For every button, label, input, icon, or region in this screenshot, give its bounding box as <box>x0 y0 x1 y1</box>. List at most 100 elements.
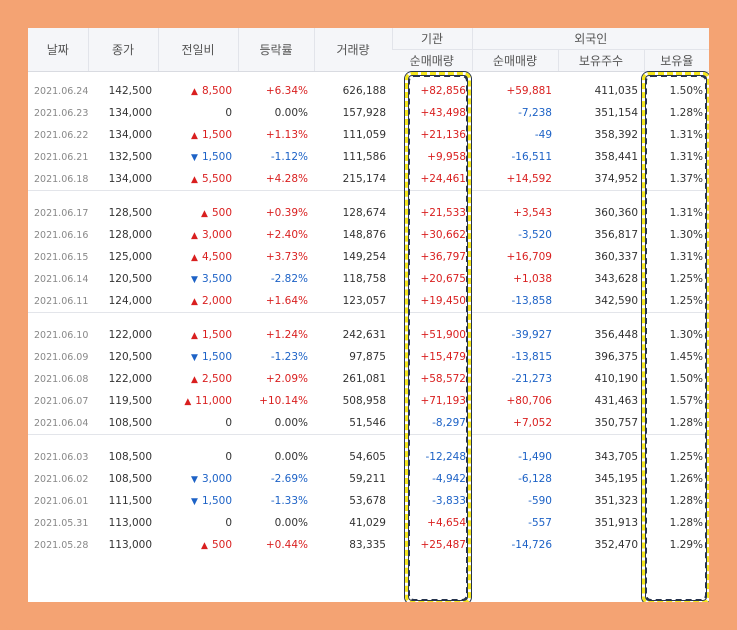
institution-net-cell: +36,797 <box>420 251 466 263</box>
change-value: 1,500 <box>201 351 232 363</box>
foreign-ratio-cell: 1.31% <box>669 251 704 263</box>
rate-cell: 0.00% <box>274 417 308 429</box>
foreign-ratio-cell: 1.26% <box>669 473 704 485</box>
volume-cell: 148,876 <box>342 229 386 241</box>
change-value: 3,000 <box>201 473 232 485</box>
close-cell: 119,500 <box>108 395 152 407</box>
change-cell: ▼ 3,500 <box>158 268 238 290</box>
volume-cell: 242,631 <box>342 329 386 341</box>
highlight-institution-net <box>405 72 471 602</box>
foreign-shares-cell: 356,448 <box>594 329 638 341</box>
foreign-shares-cell: 356,817 <box>594 229 638 241</box>
group-separator <box>28 434 709 446</box>
close-cell: 120,500 <box>108 351 152 363</box>
foreign-ratio-cell: 1.37% <box>669 173 704 185</box>
volume-cell: 54,605 <box>349 451 386 463</box>
volume-cell: 97,875 <box>349 351 386 363</box>
change-value: 1,500 <box>201 129 232 141</box>
close-cell: 122,000 <box>108 373 152 385</box>
close-cell: 113,000 <box>108 539 152 551</box>
foreign-ratio-cell: 1.28% <box>669 495 704 507</box>
triangle-up-icon: ▲ <box>191 297 198 307</box>
highlight-foreign-ratio <box>642 72 709 602</box>
foreign-net-cell: -7,238 <box>518 107 552 119</box>
rate-cell: -2.69% <box>270 473 308 485</box>
date-cell: 2021.06.17 <box>34 207 89 219</box>
close-cell: 108,500 <box>108 451 152 463</box>
volume-cell: 157,928 <box>342 107 386 119</box>
institution-net-cell: +30,662 <box>420 229 466 241</box>
volume-cell: 53,678 <box>349 495 386 507</box>
rate-cell: -1.33% <box>270 495 308 507</box>
foreign-ratio-cell: 1.31% <box>669 207 704 219</box>
foreign-ratio-cell: 1.25% <box>669 273 704 285</box>
triangle-up-icon: ▲ <box>184 397 192 407</box>
foreign-net-cell: -557 <box>528 517 552 529</box>
change-value: 1,500 <box>201 151 232 163</box>
rate-cell: -2.82% <box>270 273 308 285</box>
rate-cell: 0.00% <box>274 107 308 119</box>
change-value: 0 <box>225 107 232 119</box>
foreign-shares-cell: 396,375 <box>594 351 638 363</box>
change-value: 2,500 <box>201 373 232 385</box>
triangle-down-icon: ▼ <box>191 275 198 285</box>
change-cell: 0 <box>158 512 238 534</box>
change-value: 11,000 <box>195 395 232 407</box>
rate-cell: 0.00% <box>274 451 308 463</box>
foreign-ratio-cell: 1.28% <box>669 517 704 529</box>
change-cell: 0 <box>158 446 238 468</box>
change-value: 500 <box>211 207 232 219</box>
header-institution-net: 순매매량 <box>392 49 472 72</box>
separator-cell <box>28 312 709 324</box>
change-cell: ▲ 8,500 <box>158 80 238 102</box>
foreign-shares-cell: 351,323 <box>594 495 638 507</box>
foreign-ratio-cell: 1.25% <box>669 451 704 463</box>
foreign-shares-cell: 350,757 <box>594 417 638 429</box>
foreign-net-cell: -13,858 <box>511 295 552 307</box>
change-cell: ▼ 1,500 <box>158 490 238 512</box>
volume-cell: 626,188 <box>342 85 386 97</box>
separator-cell <box>28 190 709 202</box>
table-row: 2021.06.02 108,500 ▼ 3,000 -2.69% 59,211 -4,94… <box>28 468 709 490</box>
change-cell: ▲ 500 <box>158 534 238 556</box>
institution-net-cell: +82,856 <box>420 85 466 97</box>
institution-net-cell: +43,498 <box>420 107 466 119</box>
close-cell: 111,500 <box>108 495 152 507</box>
table-row: 2021.06.09 120,500 ▼ 1,500 -1.23% 97,875 +15,4… <box>28 346 709 368</box>
volume-cell: 123,057 <box>342 295 386 307</box>
volume-cell: 508,958 <box>342 395 386 407</box>
date-cell: 2021.06.22 <box>34 129 89 141</box>
institution-net-cell: +19,450 <box>420 295 466 307</box>
change-cell: ▲ 11,000 <box>158 390 238 412</box>
date-cell: 2021.06.07 <box>34 395 89 407</box>
investor-trading-table-panel: 날짜 종가 전일비 등락률 거래량 기관 외국인 순매매량 순매매량 보유주수 … <box>28 28 709 602</box>
date-cell: 2021.06.09 <box>34 351 89 363</box>
foreign-net-cell: -590 <box>528 495 552 507</box>
foreign-ratio-cell: 1.29% <box>669 539 704 551</box>
triangle-down-icon: ▼ <box>191 153 198 163</box>
institution-net-cell: +58,572 <box>420 373 466 385</box>
header-foreign-shares: 보유주수 <box>557 49 644 72</box>
institution-net-cell: -3,833 <box>432 495 466 507</box>
date-cell: 2021.06.10 <box>34 329 89 341</box>
foreign-ratio-cell: 1.50% <box>669 85 704 97</box>
header-rate: 등락률 <box>237 28 314 72</box>
table-row: 2021.06.15 125,000 ▲ 4,500 +3.73% 149,254 +36,… <box>28 246 709 268</box>
date-cell: 2021.06.14 <box>34 273 89 285</box>
institution-net-cell: +24,461 <box>420 173 466 185</box>
volume-cell: 118,758 <box>342 273 386 285</box>
table-row: 2021.05.28 113,000 ▲ 500 +0.44% 83,335 +25,487… <box>28 534 709 556</box>
rate-cell: -1.12% <box>270 151 308 163</box>
foreign-ratio-cell: 1.45% <box>669 351 704 363</box>
foreign-ratio-cell: 1.28% <box>669 417 704 429</box>
table-row: 2021.06.03 108,500 0 0.00% 54,605 -12,248 -1,4… <box>28 446 709 468</box>
triangle-down-icon: ▼ <box>191 497 198 507</box>
change-value: 3,500 <box>201 273 232 285</box>
foreign-net-cell: -13,815 <box>511 351 552 363</box>
rate-cell: +3.73% <box>265 251 308 263</box>
date-cell: 2021.06.16 <box>34 229 89 241</box>
close-cell: 134,000 <box>108 173 152 185</box>
date-cell: 2021.05.31 <box>34 517 89 529</box>
volume-cell: 41,029 <box>349 517 386 529</box>
